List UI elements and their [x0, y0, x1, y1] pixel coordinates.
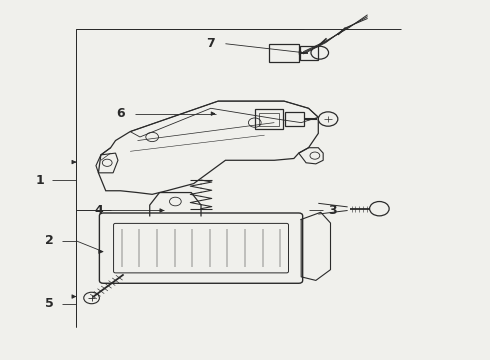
Text: 7: 7 — [206, 37, 215, 50]
Text: 2: 2 — [45, 234, 54, 247]
Bar — [285, 112, 304, 126]
Bar — [259, 113, 279, 126]
Bar — [270, 44, 299, 62]
Text: 5: 5 — [45, 297, 54, 310]
Text: 4: 4 — [94, 204, 103, 217]
Text: 6: 6 — [116, 107, 125, 120]
Text: 1: 1 — [35, 174, 44, 186]
Text: 3: 3 — [329, 204, 337, 217]
Bar — [300, 45, 318, 60]
Bar — [255, 109, 283, 129]
